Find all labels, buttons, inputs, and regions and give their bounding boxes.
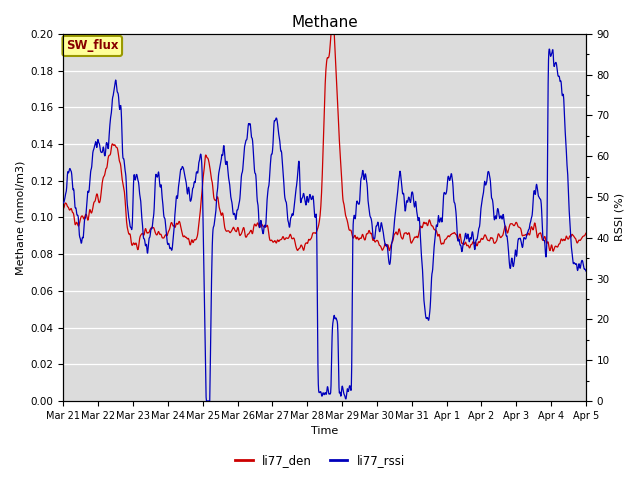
Title: Methane: Methane bbox=[291, 15, 358, 30]
Y-axis label: Methane (mmol/m3): Methane (mmol/m3) bbox=[15, 160, 25, 275]
Text: SW_flux: SW_flux bbox=[66, 39, 118, 52]
Y-axis label: RSSI (%): RSSI (%) bbox=[615, 193, 625, 241]
X-axis label: Time: Time bbox=[311, 426, 339, 436]
Legend: li77_den, li77_rssi: li77_den, li77_rssi bbox=[230, 449, 410, 472]
